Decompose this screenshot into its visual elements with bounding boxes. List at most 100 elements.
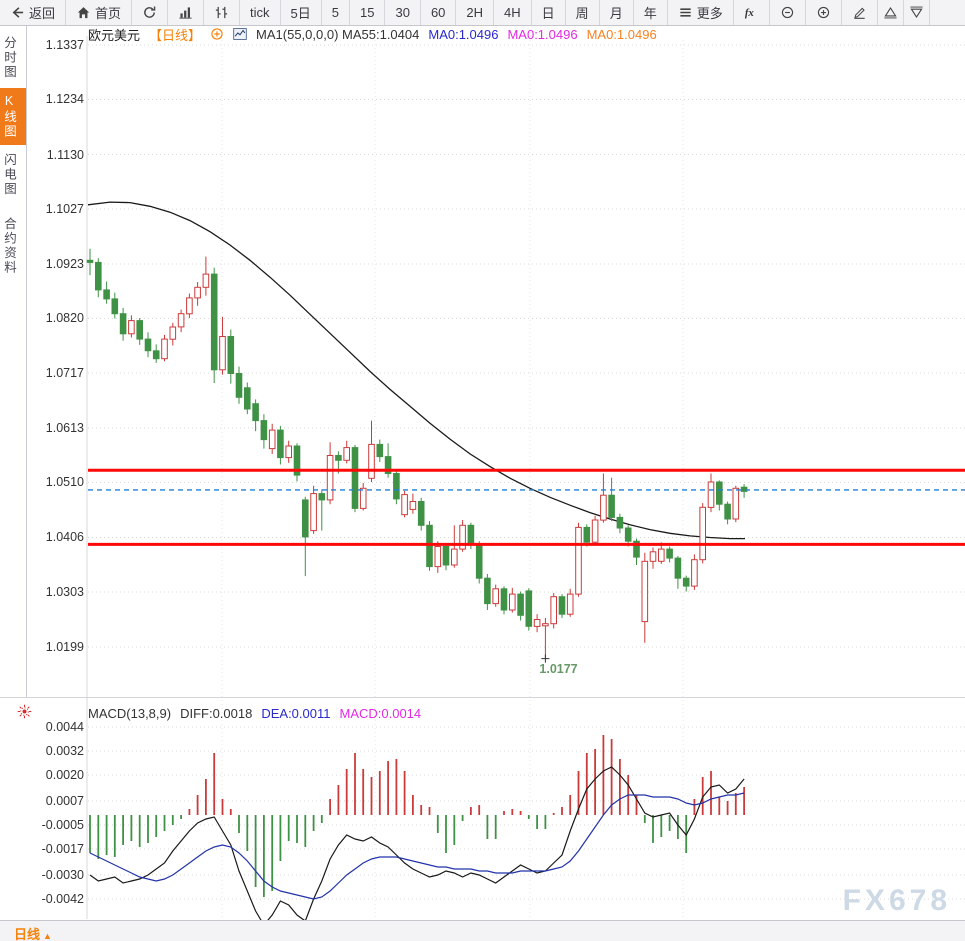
sidebar-item-kline-chart[interactable]: K线图 <box>0 87 26 145</box>
sidebar-item-contract-info[interactable]: 合约资料 <box>2 217 16 275</box>
toolbar-item-period-month[interactable]: 月 <box>600 0 634 25</box>
toolbar-item-label: tick <box>250 5 270 20</box>
toolbar-item-period-tick[interactable]: tick <box>240 0 281 25</box>
sidebar: 分时图 K线图闪电图合约资料 <box>0 26 27 697</box>
toolbar-item-period-5[interactable]: 5 <box>322 0 350 25</box>
toolbar-item-label: 周 <box>575 6 589 21</box>
price-axis-label: 1.1130 <box>46 147 84 162</box>
toolbar-item-period-15[interactable]: 15 <box>350 0 386 25</box>
header-text: DEA:0.0011 <box>261 705 331 721</box>
price-axis-label: 1.0923 <box>45 257 84 271</box>
bottom-bar: 日线▲ 2024/112024/122025/012025/02 <box>0 920 965 941</box>
sidebar-item-lightning-chart[interactable]: 闪电图 <box>2 152 16 197</box>
toolbar-item-zoom-out[interactable] <box>770 0 806 25</box>
toolbar-item-home[interactable]: 首页 <box>66 0 133 25</box>
toolbar-item-indicator-fx[interactable]: fx <box>734 0 770 25</box>
period-selector[interactable]: 日线 ▲ <box>14 924 52 941</box>
macd-axis-label: 0.0007 <box>45 794 84 808</box>
price-axis-label: 1.0820 <box>45 311 84 326</box>
macd-axis-label: -0.0017 <box>41 842 84 856</box>
toolbar-item-label: 60 <box>430 5 446 20</box>
toolbar-item-label: 15 <box>360 5 375 20</box>
macd-axis-label: 0.0032 <box>45 744 84 758</box>
toolbar-item-period-week[interactable]: 周 <box>566 0 600 25</box>
price-axis-label: 1.0613 <box>45 420 84 435</box>
back-arrow-icon <box>10 5 25 20</box>
macd-axis-label: -0.0042 <box>41 892 84 906</box>
home-icon <box>76 5 91 20</box>
toolbar-item-period-4h[interactable]: 4H <box>494 0 532 25</box>
header-text: MA1(55,0,0,0) MA55:1.0404 <box>256 26 420 42</box>
pencil-icon <box>852 5 867 20</box>
toolbar-item-label: 年 <box>643 6 657 21</box>
low-price-annotation: 1.0177 <box>539 661 578 676</box>
header-text: MACD(13,8,9) <box>88 705 172 721</box>
triangle-up-icon <box>883 5 898 20</box>
toolbar-item-chart-type-kline[interactable] <box>204 0 241 25</box>
macd-axis-label: 0.0020 <box>45 768 84 782</box>
toolbar-item-more[interactable]: 更多 <box>668 0 734 25</box>
toolbar-item-label: 返回 <box>29 6 56 21</box>
header-text: MA0:1.0496 <box>586 26 657 42</box>
toolbar-item-period-year[interactable]: 年 <box>634 0 668 25</box>
period-selector-label: 日线 <box>14 927 41 941</box>
toolbar-item-scale-down[interactable] <box>904 0 930 25</box>
header-text: MACD:0.0014 <box>339 705 422 721</box>
macd-axis-label: 0.0044 <box>45 720 84 734</box>
price-chart-header: 欧元美元 【日线】 MA1(55,0,0,0) MA55:1.0404 MA0:1.0… <box>88 26 657 43</box>
toolbar-item-label: 日 <box>541 6 555 21</box>
header-text: MA0:1.0496 <box>428 26 499 42</box>
toolbar-item-back[interactable]: 返回 <box>0 0 67 25</box>
macd-axis-label: -0.0030 <box>41 868 84 882</box>
toolbar-item-period-5d[interactable]: 5日 <box>281 0 322 25</box>
toolbar: 返回 首页 tick 5日 5 15 30 60 2H 4H 日 周 月 年 更多 fx <box>0 0 965 26</box>
toolbar-item-label: 2H <box>466 5 484 20</box>
toolbar-item-label: 5 <box>331 5 339 20</box>
toolbar-item-label: 月 <box>609 6 623 21</box>
toolbar-item-refresh[interactable] <box>132 0 169 25</box>
macd-axis-label: -0.0005 <box>41 818 84 832</box>
plus-circle-icon[interactable] <box>210 27 224 41</box>
indicator-settings-icon[interactable] <box>17 704 32 719</box>
svg-text:fx: fx <box>745 7 755 19</box>
price-axis-label: 1.0717 <box>45 365 84 380</box>
zoom-out-icon <box>780 5 795 20</box>
toolbar-item-period-2h[interactable]: 2H <box>456 0 495 25</box>
toolbar-item-draw[interactable] <box>842 0 878 25</box>
fx-icon: fx <box>744 5 759 20</box>
price-axis-label: 1.1027 <box>45 201 84 216</box>
header-text: 欧元美元 <box>88 27 141 43</box>
triangle-down-icon <box>909 5 924 20</box>
panel-divider <box>0 697 965 698</box>
toolbar-item-label: 首页 <box>95 6 122 21</box>
toolbar-item-period-30[interactable]: 30 <box>385 0 421 25</box>
dropdown-arrow-icon: ▲ <box>43 931 52 941</box>
toolbar-item-label: 4H <box>504 5 521 20</box>
sidebar-item-time-chart[interactable]: 分时图 <box>2 36 16 80</box>
price-axis-label: 1.1337 <box>45 38 84 52</box>
header-text: DIFF:0.0018 <box>180 705 253 721</box>
price-axis-label: 1.0406 <box>45 530 84 545</box>
macd-header: MACD(13,8,9) DIFF:0.0018 DEA:0.0011 MACD:0.… <box>88 705 421 721</box>
price-axis-label: 1.0303 <box>45 584 84 599</box>
zoom-in-icon <box>816 5 831 20</box>
refresh-icon <box>142 5 157 20</box>
toolbar-item-chart-type-bar[interactable] <box>168 0 205 25</box>
watermark: FX678 <box>842 884 951 917</box>
toolbar-item-period-day[interactable]: 日 <box>532 0 566 25</box>
more-icon <box>678 5 693 20</box>
toolbar-item-period-60[interactable]: 60 <box>421 0 457 25</box>
header-text: 【日线】 <box>149 27 202 43</box>
price-axis-label: 1.0510 <box>45 475 84 490</box>
toolbar-item-label: 30 <box>395 5 410 20</box>
mini-chart-icon <box>233 27 247 41</box>
toolbar-item-label: 更多 <box>696 6 723 21</box>
price-axis-label: 1.1234 <box>45 92 84 107</box>
toolbar-item-label: 5日 <box>290 6 311 21</box>
price-axis-label: 1.0199 <box>45 640 84 654</box>
bar-chart-icon <box>178 5 193 20</box>
toolbar-item-scale-up[interactable] <box>878 0 904 25</box>
toolbar-item-zoom-in[interactable] <box>806 0 842 25</box>
